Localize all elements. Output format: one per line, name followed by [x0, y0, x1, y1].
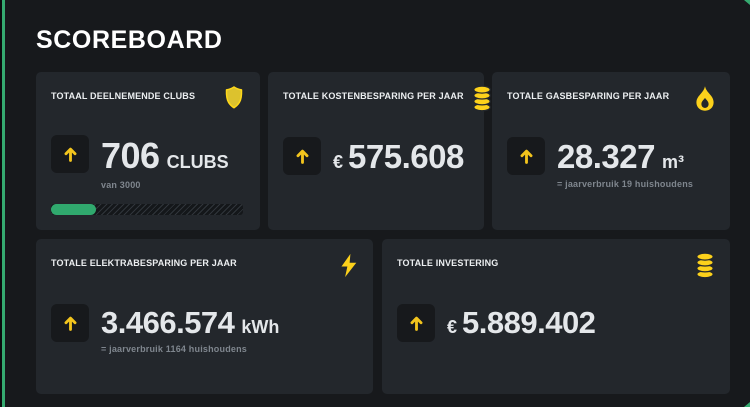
value-wrap: 28.327 m³ = jaarverbruik 19 huishoudens — [557, 137, 693, 189]
value-subtext: van 3000 — [101, 180, 141, 190]
card-title: TOTAAL DEELNEMENDE CLUBS — [51, 91, 196, 101]
card-title: TOTALE KOSTENBESPARING PER JAAR — [283, 91, 464, 101]
value: 3.466.574 — [101, 305, 235, 340]
trend-up-icon — [507, 137, 545, 175]
value-line: € 575.608 — [333, 140, 464, 173]
value-row: 28.327 m³ = jaarverbruik 19 huishoudens — [507, 137, 715, 189]
value: 28.327 — [557, 138, 655, 175]
value-wrap: € 575.608 — [333, 137, 464, 173]
value-line: € 5.889.402 — [447, 305, 596, 340]
value-unit: m³ — [661, 152, 684, 172]
clubs-progress-fill — [51, 204, 97, 215]
shield-icon — [223, 85, 245, 110]
left-green-border — [2, 0, 5, 407]
card-header: TOTALE INVESTERING — [397, 252, 715, 279]
value-wrap: 706 CLUBS van 3000 — [101, 135, 229, 191]
value-unit: kWh — [241, 317, 280, 337]
trend-up-icon — [397, 304, 435, 342]
cards-row-top: TOTAAL DEELNEMENDE CLUBS — [36, 72, 730, 230]
value-wrap: 3.466.574 kWh = jaarverbruik 1164 huisho… — [101, 304, 279, 354]
value: 5.889.402 — [462, 305, 596, 340]
value-line: 3.466.574 kWh — [101, 307, 279, 338]
card-title: TOTALE GASBESPARING PER JAAR — [507, 91, 670, 101]
value-subtext: = jaarverbruik 1164 huishoudens — [101, 344, 248, 354]
card-title: TOTALE ELEKTRABESPARING PER JAAR — [51, 258, 237, 268]
card-totale-investering: TOTALE INVESTERING — [382, 239, 730, 394]
euro-sign: € — [333, 152, 344, 172]
value-line: 28.327 m³ — [557, 140, 693, 173]
cards-row-bottom: TOTALE ELEKTRABESPARING PER JAAR — [36, 239, 730, 394]
coins-icon — [472, 85, 492, 112]
card-totaal-deelnemende-clubs: TOTAAL DEELNEMENDE CLUBS — [36, 72, 260, 230]
value-line: 706 CLUBS — [101, 138, 229, 174]
lightning-icon — [339, 252, 358, 279]
bottom-right-green-corner — [744, 402, 750, 407]
value: 706 — [101, 135, 160, 176]
clubs-progress-bar — [51, 204, 243, 215]
card-header: TOTALE KOSTENBESPARING PER JAAR — [283, 85, 491, 112]
value: 575.608 — [348, 138, 464, 175]
flame-icon — [695, 85, 715, 112]
euro-sign: € — [447, 317, 458, 337]
card-totale-kostenbesparing: TOTALE KOSTENBESPARING PER JAAR — [268, 72, 491, 230]
value-row: € 5.889.402 — [397, 304, 715, 342]
value-row: € 575.608 — [283, 137, 469, 175]
trend-up-icon — [51, 304, 89, 342]
value-row: 3.466.574 kWh = jaarverbruik 1164 huisho… — [51, 304, 358, 354]
value-subtext: = jaarverbruik 19 huishoudens — [557, 179, 694, 189]
card-totale-gasbesparing: TOTALE GASBESPARING PER JAAR — [492, 72, 730, 230]
content-area: SCOREBOARD TOTAAL DEELNEMENDE CLUBS — [36, 26, 730, 394]
card-header: TOTALE ELEKTRABESPARING PER JAAR — [51, 252, 358, 279]
value-unit: CLUBS — [166, 152, 229, 172]
top-right-green-corner — [744, 0, 750, 5]
card-totale-elektrabesparing: TOTALE ELEKTRABESPARING PER JAAR — [36, 239, 373, 394]
trend-up-icon — [283, 137, 321, 175]
trend-up-icon — [51, 135, 89, 173]
card-title: TOTALE INVESTERING — [397, 258, 499, 268]
value-row: 706 CLUBS van 3000 — [51, 135, 245, 190]
value-wrap: € 5.889.402 — [447, 304, 596, 340]
coins-icon — [695, 252, 715, 279]
card-header: TOTALE GASBESPARING PER JAAR — [507, 85, 715, 112]
card-header: TOTAAL DEELNEMENDE CLUBS — [51, 85, 245, 110]
page-title: SCOREBOARD — [36, 26, 223, 54]
